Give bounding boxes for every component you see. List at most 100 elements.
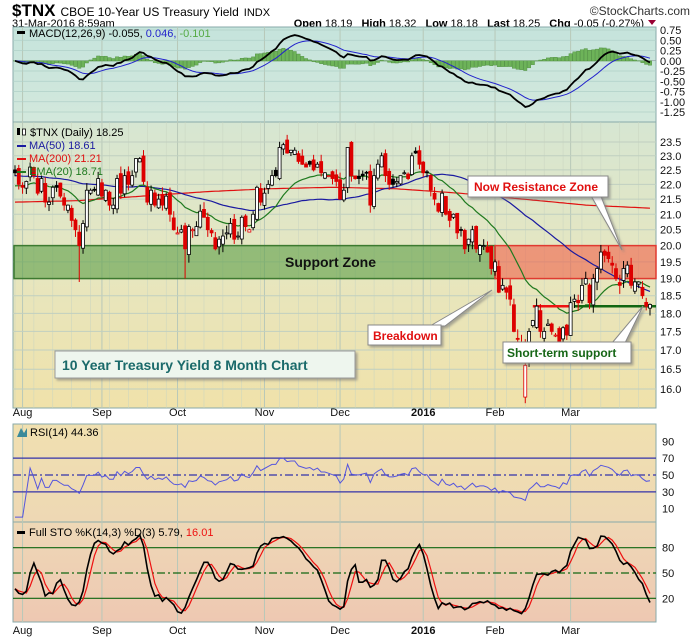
candle-body: [138, 159, 141, 162]
macd-histogram-bar: [149, 60, 152, 61]
macd-histogram-bar: [361, 61, 364, 64]
price-tick-label: 22.0: [660, 179, 681, 191]
candle-body: [252, 214, 255, 227]
candle-body: [512, 305, 515, 332]
macd-histogram-bar: [629, 59, 632, 61]
macd-histogram-bar: [119, 57, 122, 61]
macd-histogram-bar: [512, 61, 515, 69]
month-tick-label: Nov: [255, 625, 275, 637]
macd-histogram-bar: [282, 48, 285, 61]
macd-histogram-bar: [40, 61, 43, 62]
macd-histogram-bar: [607, 49, 610, 61]
candle-body: [539, 311, 542, 332]
candle-body: [645, 302, 648, 306]
macd-histogram-bar: [387, 61, 390, 62]
macd-histogram-bar: [463, 61, 466, 70]
price-tick-label: 16.5: [660, 364, 681, 376]
macd-histogram-bar: [319, 61, 322, 64]
candle-body: [603, 251, 606, 255]
candle-body: [577, 300, 580, 302]
macd-histogram-bar: [372, 61, 375, 65]
candle-body: [85, 190, 88, 227]
candle-body: [565, 325, 568, 335]
candle-body: [316, 164, 319, 167]
candle-body: [331, 172, 334, 179]
macd-histogram-bar: [210, 61, 213, 62]
candle-body: [297, 154, 300, 162]
macd-histogram-bar: [153, 61, 156, 63]
candle-body: [641, 287, 644, 295]
candle-body: [150, 190, 153, 204]
macd-histogram-bar: [486, 61, 489, 65]
ema20-legend: EMA(20) 18.71: [29, 166, 103, 178]
candle-body: [225, 233, 228, 234]
macd-histogram-bar: [74, 61, 77, 67]
macd-histogram-bar: [293, 51, 296, 61]
month-tick-label: 2016: [411, 407, 435, 419]
macd-histogram-bar: [493, 61, 496, 65]
price-tick-label: 17.5: [660, 326, 681, 338]
month-tick-label: Oct: [169, 625, 186, 637]
macd-histogram-bar: [236, 60, 239, 61]
candle-body: [127, 172, 130, 185]
month-tick-label: 2016: [411, 625, 435, 637]
candle-body: [361, 174, 364, 175]
macd-histogram-bar: [199, 61, 202, 63]
macd-histogram-bar: [588, 50, 591, 61]
candle-body: [403, 173, 406, 174]
chart-title-box: 10 Year Treasury Yield 8 Month Chart: [55, 351, 355, 378]
rsi-legend: RSI(14) 44.36: [30, 427, 98, 439]
macd-histogram-bar: [369, 61, 372, 66]
candle-body: [248, 230, 251, 232]
macd-histogram-bar: [357, 61, 360, 64]
candle-body: [168, 193, 171, 215]
candle-body: [78, 232, 81, 245]
macd-histogram-bar: [478, 61, 481, 67]
macd-histogram-bar: [248, 58, 251, 61]
macd-tick-label: -1.25: [660, 107, 685, 119]
macd-histogram-bar: [191, 61, 194, 67]
month-tick-label: Aug: [13, 407, 33, 419]
macd-histogram-bar: [89, 60, 92, 61]
candle-body: [308, 161, 311, 164]
macd-histogram-bar: [542, 59, 545, 61]
candle-body: [82, 224, 85, 249]
sto-tick-label: 80: [662, 543, 674, 555]
candle-body: [293, 150, 296, 154]
candle-body: [546, 324, 549, 325]
macd-histogram-bar: [391, 61, 394, 63]
candle-body: [14, 170, 17, 173]
candle-body: [89, 190, 92, 193]
price-legend-text: $TNX (Daily) 18.25: [30, 127, 124, 139]
candle-body: [180, 230, 183, 232]
candle-body: [286, 140, 289, 153]
macd-histogram-bar: [576, 51, 579, 61]
candle-body: [501, 285, 504, 289]
candle-body: [596, 269, 599, 283]
candle-body: [218, 239, 221, 247]
candle-body: [463, 230, 466, 248]
candle-body: [240, 217, 243, 239]
candle-body: [278, 147, 281, 178]
macd-histogram-bar: [96, 56, 99, 61]
sto-legend-swatch: [17, 531, 25, 534]
macd-histogram-bar: [569, 54, 572, 61]
macd-histogram-bar: [592, 50, 595, 61]
macd-histogram-bar: [550, 57, 553, 61]
macd-histogram-bar: [323, 61, 326, 65]
candle-body: [70, 208, 73, 220]
macd-histogram-bar: [251, 57, 254, 61]
macd-legend-swatch: [17, 31, 25, 34]
candle-body: [611, 263, 614, 265]
month-tick-label: Sep: [92, 407, 112, 419]
watermark: ©StockCharts.com: [590, 4, 690, 18]
macd-histogram-bar: [501, 61, 504, 67]
candle-body: [592, 279, 595, 305]
candle-body: [478, 246, 481, 255]
macd-histogram-bar: [338, 61, 341, 69]
macd-histogram-bar: [289, 50, 292, 61]
macd-histogram-bar: [561, 57, 564, 61]
macd-histogram-bar: [558, 58, 561, 61]
candle-body: [157, 199, 160, 208]
candle-body: [335, 175, 338, 182]
